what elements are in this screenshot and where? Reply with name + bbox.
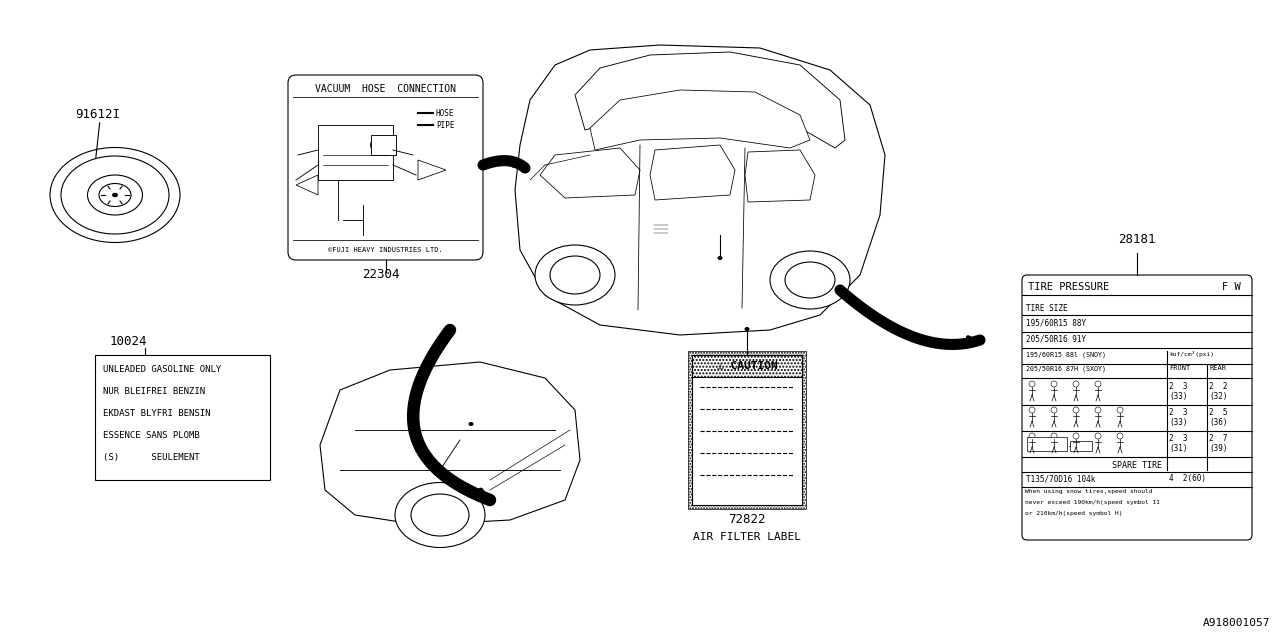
Polygon shape: [650, 145, 735, 200]
Bar: [692, 355, 803, 505]
Text: HOSE: HOSE: [436, 109, 454, 118]
Ellipse shape: [1117, 407, 1123, 413]
Text: 4  2(60): 4 2(60): [1169, 474, 1206, 483]
Polygon shape: [419, 160, 445, 180]
Ellipse shape: [61, 156, 169, 234]
Ellipse shape: [535, 245, 614, 305]
Text: TIRE PRESSURE: TIRE PRESSURE: [1028, 282, 1110, 292]
Bar: [1027, 437, 1068, 451]
Polygon shape: [515, 45, 884, 335]
Text: (32): (32): [1210, 392, 1228, 401]
Text: When using snow tires,speed should: When using snow tires,speed should: [1025, 489, 1152, 494]
Ellipse shape: [785, 262, 835, 298]
Text: 91612I: 91612I: [76, 108, 120, 121]
Ellipse shape: [1029, 381, 1036, 387]
Text: 2  2: 2 2: [1210, 382, 1228, 391]
Text: (33): (33): [1169, 392, 1188, 401]
Ellipse shape: [468, 422, 474, 426]
Ellipse shape: [370, 136, 396, 154]
Text: never exceed 190km/h(speed symbol II: never exceed 190km/h(speed symbol II: [1025, 500, 1160, 505]
Ellipse shape: [1117, 433, 1123, 439]
Text: (33): (33): [1169, 418, 1188, 427]
Ellipse shape: [1073, 381, 1079, 387]
Polygon shape: [575, 52, 845, 148]
Bar: [692, 355, 803, 377]
Ellipse shape: [99, 184, 131, 207]
Text: PIPE: PIPE: [436, 120, 454, 129]
Ellipse shape: [771, 251, 850, 309]
Polygon shape: [540, 148, 640, 198]
Ellipse shape: [87, 175, 142, 215]
Text: 205/50R16 87H (SXOY): 205/50R16 87H (SXOY): [1027, 365, 1106, 371]
Text: SPARE TIRE: SPARE TIRE: [1112, 461, 1162, 470]
Text: ⚠ CAUTION: ⚠ CAUTION: [717, 361, 777, 371]
Text: 2  3: 2 3: [1169, 408, 1188, 417]
Text: EKDAST BLYFRI BENSIN: EKDAST BLYFRI BENSIN: [102, 409, 210, 418]
Bar: [371, 135, 396, 155]
Text: 195/60R15 88l (SNOY): 195/60R15 88l (SNOY): [1027, 351, 1106, 358]
Text: 205/50R16 91Y: 205/50R16 91Y: [1027, 335, 1087, 344]
FancyBboxPatch shape: [288, 75, 483, 260]
Ellipse shape: [113, 193, 118, 197]
Text: 2  7: 2 7: [1210, 434, 1228, 443]
Polygon shape: [296, 175, 317, 195]
Ellipse shape: [745, 327, 750, 331]
Text: (S)      SEULEMENT: (S) SEULEMENT: [102, 453, 200, 462]
Text: (36): (36): [1210, 418, 1228, 427]
Text: kuf/cm²(psi): kuf/cm²(psi): [1169, 351, 1213, 357]
Text: NUR BLEIFREI BENZIN: NUR BLEIFREI BENZIN: [102, 387, 205, 396]
Text: 72822: 72822: [728, 513, 765, 526]
Ellipse shape: [1094, 407, 1101, 413]
Text: F W: F W: [1222, 282, 1240, 292]
Text: 22304: 22304: [362, 268, 399, 281]
Ellipse shape: [718, 256, 722, 260]
Text: ©FUJI HEAVY INDUSTRIES LTD.: ©FUJI HEAVY INDUSTRIES LTD.: [328, 247, 443, 253]
Ellipse shape: [1094, 433, 1101, 439]
Text: REAR: REAR: [1210, 365, 1228, 371]
Ellipse shape: [1073, 433, 1079, 439]
FancyBboxPatch shape: [1021, 275, 1252, 540]
Bar: [460, 415, 483, 433]
Text: ESSENCE SANS PLOMB: ESSENCE SANS PLOMB: [102, 431, 200, 440]
Ellipse shape: [50, 147, 180, 243]
Text: AIR FILTER LABEL: AIR FILTER LABEL: [692, 532, 801, 542]
Text: 10024: 10024: [110, 335, 147, 348]
Text: A918001057: A918001057: [1202, 618, 1270, 628]
Polygon shape: [745, 150, 815, 202]
Text: VACUUM  HOSE  CONNECTION: VACUUM HOSE CONNECTION: [315, 84, 456, 94]
Bar: [1070, 441, 1092, 451]
Text: FRONT: FRONT: [1169, 365, 1190, 371]
Ellipse shape: [411, 494, 468, 536]
Text: TIRE SIZE: TIRE SIZE: [1027, 304, 1068, 313]
Text: T135/70D16 104k: T135/70D16 104k: [1027, 474, 1096, 483]
Text: UNLEADED GASOLINE ONLY: UNLEADED GASOLINE ONLY: [102, 365, 221, 374]
Ellipse shape: [1051, 433, 1057, 439]
Polygon shape: [320, 362, 580, 525]
Ellipse shape: [1029, 433, 1036, 439]
Ellipse shape: [1073, 407, 1079, 413]
Text: 2  3: 2 3: [1169, 382, 1188, 391]
Ellipse shape: [1094, 381, 1101, 387]
Ellipse shape: [550, 256, 600, 294]
Text: 2  3: 2 3: [1169, 434, 1188, 443]
Bar: [317, 125, 393, 180]
Text: 195/60R15 88Y: 195/60R15 88Y: [1027, 319, 1087, 328]
Bar: [95, 355, 270, 480]
Polygon shape: [590, 90, 810, 150]
Text: 2  5: 2 5: [1210, 408, 1228, 417]
Text: 28181: 28181: [1119, 233, 1156, 246]
Ellipse shape: [396, 483, 485, 547]
Ellipse shape: [1051, 407, 1057, 413]
Bar: [652, 222, 669, 236]
Text: or 210km/h(speed symbol H): or 210km/h(speed symbol H): [1025, 511, 1123, 516]
Ellipse shape: [1051, 381, 1057, 387]
Text: (31): (31): [1169, 444, 1188, 453]
Bar: [692, 355, 803, 377]
Ellipse shape: [1029, 407, 1036, 413]
Text: (39): (39): [1210, 444, 1228, 453]
